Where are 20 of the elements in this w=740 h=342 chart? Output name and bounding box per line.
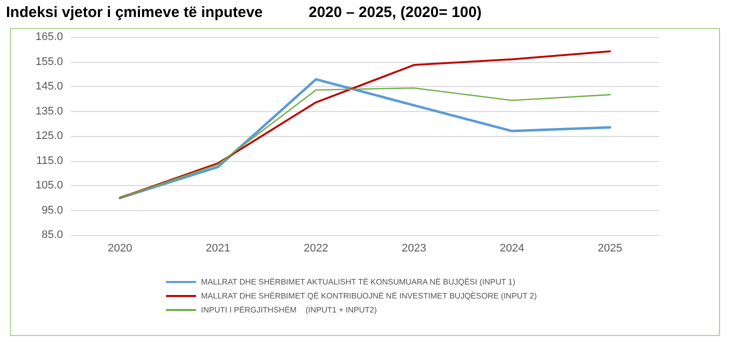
x-tick-label: 2025: [598, 242, 622, 254]
x-tick-label: 2022: [304, 242, 328, 254]
y-tick-label: 125.0: [35, 130, 63, 142]
y-tick-label: 155.0: [35, 56, 63, 68]
y-tick-label: 135.0: [35, 105, 63, 118]
legend-label: MALLRAT DHE SHËRBIMET QË KONTRIBUOJNË NË INVESTIMET BUJQËSORE (INPUT 2): [201, 292, 538, 300]
y-tick-label: 85.0: [42, 229, 63, 241]
x-tick-label: 2023: [402, 242, 426, 254]
line-series: [119, 50, 611, 199]
x-tick-label: 2024: [500, 242, 524, 254]
x-tick-label: 2021: [206, 242, 230, 254]
y-tick-label: 105.0: [35, 180, 63, 192]
y-tick-label: 165.0: [35, 31, 63, 43]
y-tick-label: 95.0: [42, 204, 63, 216]
legend-label: MALLRAT DHE SHËRBIMET AKTUALISHT TË KONSUMUARA NË BUJQËSI (INPUT 1): [201, 278, 516, 286]
y-tick-label: 145.0: [35, 80, 63, 92]
y-tick-label: 115.0: [36, 154, 63, 167]
chart-title: Indeksi vjetor i çmimeve të inputeve 2020 – 2025, (2020= 100): [6, 4, 482, 21]
legend-label: INPUTI I PËRGJITHSHËM (INPUT1 + INPUT2): [201, 306, 378, 314]
x-tick-label: 2020: [108, 242, 132, 254]
